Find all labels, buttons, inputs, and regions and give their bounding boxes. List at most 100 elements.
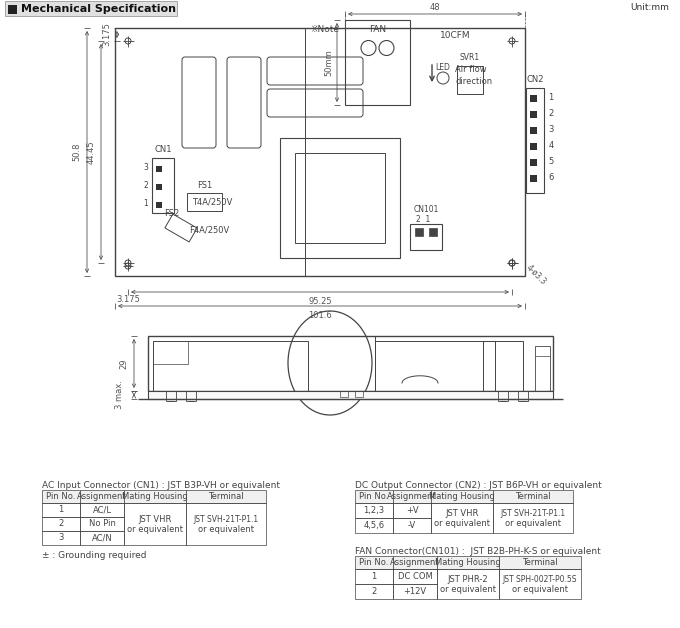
Bar	[355, 584, 393, 599]
Bar	[355, 490, 393, 503]
Bar	[156, 202, 162, 208]
Bar	[493, 503, 573, 533]
Bar	[493, 490, 573, 503]
Text: 2: 2	[371, 587, 377, 596]
Text: 2: 2	[143, 181, 148, 190]
Bar	[156, 166, 162, 172]
Text: or equivalent: or equivalent	[198, 524, 254, 534]
Bar	[80, 517, 124, 531]
Bar	[115, 28, 305, 276]
Text: +12V: +12V	[403, 587, 426, 596]
Bar	[375, 341, 495, 391]
Text: SVR1: SVR1	[460, 53, 480, 63]
Text: 2  1: 2 1	[416, 215, 430, 224]
Text: 4,5,6: 4,5,6	[363, 521, 385, 530]
Bar	[340, 391, 348, 397]
Text: JST SPH-002T-P0.5S: JST SPH-002T-P0.5S	[503, 575, 577, 583]
Text: or equivalent: or equivalent	[434, 519, 490, 528]
Text: 6: 6	[548, 173, 554, 183]
Text: 50mm: 50mm	[324, 49, 333, 76]
Bar	[530, 143, 537, 150]
Text: JST VHR: JST VHR	[138, 514, 171, 524]
Text: Terminal: Terminal	[515, 492, 551, 501]
Text: JST PHR-2: JST PHR-2	[447, 575, 488, 583]
Text: direction: direction	[455, 77, 492, 85]
Bar	[186, 490, 266, 503]
Bar	[42, 490, 80, 503]
Text: 3: 3	[143, 163, 148, 173]
Text: JST SVH-21T-P1.1: JST SVH-21T-P1.1	[500, 509, 566, 517]
Text: FAN: FAN	[369, 26, 386, 35]
Text: 3.175: 3.175	[116, 296, 140, 305]
Bar	[156, 184, 162, 190]
Text: 5: 5	[548, 158, 554, 166]
Bar	[166, 391, 176, 401]
Text: 48: 48	[430, 4, 441, 13]
Text: 50.8: 50.8	[73, 143, 82, 161]
Bar	[186, 391, 196, 401]
Bar	[8, 5, 17, 14]
Bar	[457, 66, 483, 94]
Text: JST VHR: JST VHR	[445, 509, 479, 517]
Text: 44.45: 44.45	[86, 140, 95, 164]
Text: LED: LED	[436, 63, 450, 72]
Text: Mating Housing: Mating Housing	[122, 492, 188, 501]
Bar	[355, 518, 393, 533]
Bar	[530, 159, 537, 166]
Bar	[530, 175, 537, 182]
Bar	[153, 341, 308, 391]
Bar	[526, 88, 544, 193]
Text: 1: 1	[371, 572, 377, 581]
Bar	[518, 391, 528, 401]
Bar	[437, 569, 499, 599]
Text: FS1: FS1	[197, 181, 212, 190]
Text: or equivalent: or equivalent	[127, 524, 183, 534]
Bar	[355, 391, 363, 397]
Text: No Pin: No Pin	[88, 519, 116, 529]
Text: Assignment: Assignment	[390, 558, 440, 567]
Text: Mating Housing: Mating Housing	[429, 492, 495, 501]
Bar	[393, 556, 437, 569]
Bar	[393, 518, 431, 533]
Text: 3: 3	[58, 534, 64, 543]
Text: or equivalent: or equivalent	[440, 585, 496, 593]
Bar	[393, 569, 437, 584]
Text: DC Output Connector (CN2) : JST B6P-VH or equivalent: DC Output Connector (CN2) : JST B6P-VH o…	[355, 482, 602, 490]
Text: Mating Housing: Mating Housing	[435, 558, 501, 567]
Bar	[483, 341, 523, 391]
Bar	[415, 228, 423, 236]
Text: CN2: CN2	[526, 75, 544, 85]
Text: 4: 4	[548, 141, 554, 151]
Bar	[530, 111, 537, 118]
Text: 3: 3	[548, 126, 554, 134]
Bar	[530, 95, 537, 102]
Bar	[148, 336, 553, 391]
Text: T4A/250V: T4A/250V	[192, 197, 233, 207]
Text: +V: +V	[406, 506, 418, 515]
Bar	[355, 569, 393, 584]
Text: 3.175: 3.175	[103, 23, 112, 46]
Bar	[5, 1, 177, 16]
Bar	[393, 503, 431, 518]
Text: AC/N: AC/N	[92, 534, 112, 543]
Bar	[355, 556, 393, 569]
Text: ± : Grounding required: ± : Grounding required	[42, 551, 146, 560]
Bar	[295, 153, 385, 243]
Bar	[186, 503, 266, 545]
Text: 101.6: 101.6	[308, 310, 332, 320]
Bar	[187, 193, 222, 211]
Text: Unit:mm: Unit:mm	[630, 4, 669, 13]
Bar	[393, 584, 437, 599]
Text: Mechanical Specification: Mechanical Specification	[21, 4, 176, 14]
Bar	[431, 490, 493, 503]
Bar	[124, 503, 186, 545]
Text: CN101: CN101	[413, 205, 439, 215]
Text: Pin No.: Pin No.	[359, 492, 389, 501]
Bar	[393, 490, 431, 503]
Text: 2: 2	[548, 109, 554, 119]
Text: or equivalent: or equivalent	[505, 519, 561, 528]
Bar	[152, 158, 174, 213]
Text: ※Note: ※Note	[310, 26, 339, 35]
Text: FS2: FS2	[165, 208, 180, 217]
Text: 1: 1	[143, 200, 148, 208]
